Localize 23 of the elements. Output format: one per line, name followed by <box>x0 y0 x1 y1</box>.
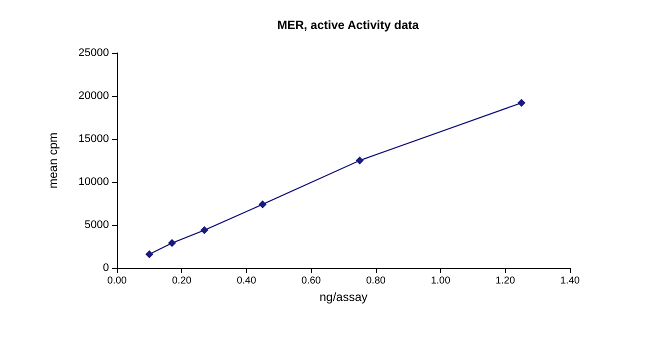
y-tick-label: 0 <box>102 262 109 274</box>
point <box>517 98 526 107</box>
y-axis-title: mean cpm <box>46 132 60 189</box>
chart-title: MER, active Activity data <box>277 18 420 32</box>
point <box>200 226 208 234</box>
point <box>145 250 154 258</box>
y-tick-label: 25000 <box>78 47 109 59</box>
x-tick-label: 0.00 <box>107 276 128 286</box>
point <box>168 239 176 248</box>
y-tick-label: 10000 <box>78 176 109 188</box>
x-tick-label: 0.60 <box>301 276 322 286</box>
x-axis-title: ng/assay <box>319 290 368 304</box>
x-tick-label: 1.40 <box>560 276 580 286</box>
x-tick-label: 0.20 <box>172 276 192 286</box>
x-tick-label: 1.20 <box>496 276 516 286</box>
x-tick-label: 0.80 <box>366 276 386 286</box>
point <box>258 200 267 208</box>
point <box>356 156 364 164</box>
y-tick-label: 20000 <box>78 90 109 102</box>
x-tick-label: 1.00 <box>430 276 451 286</box>
x-tick-label: 0.40 <box>236 276 257 286</box>
y-tick-label: 15000 <box>78 133 109 145</box>
y-tick-label: 5000 <box>84 219 109 231</box>
